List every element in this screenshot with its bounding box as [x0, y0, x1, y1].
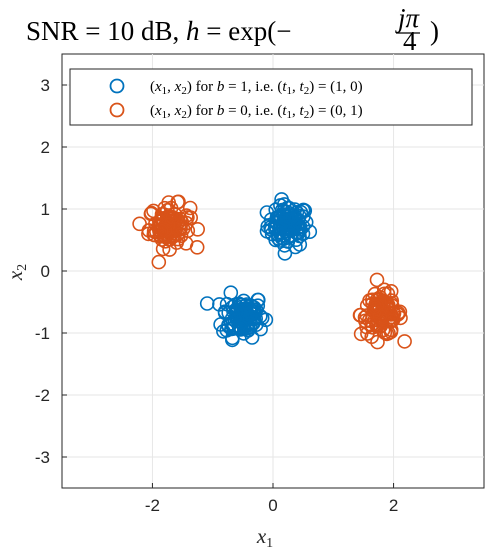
y-tick-label: -1: [35, 324, 50, 343]
chart-title: SNR = 10 dB, h = exp(− jπ 4 ): [26, 3, 439, 56]
title-fraction-numerator: jπ: [395, 3, 421, 33]
title-text-main: SNR = 10 dB, h = exp(−: [26, 16, 291, 46]
scatter-point-series-1-cluster-1: [397, 334, 412, 349]
scatter-point-series-0-cluster-0: [273, 198, 288, 213]
scatter-point-series-0-cluster-1: [225, 332, 240, 348]
data-points: [132, 192, 412, 350]
scatter-point-series-1-cluster-1: [352, 307, 368, 323]
x-tick-label: 0: [268, 496, 277, 515]
scatter-point-series-0-cluster-1: [233, 322, 248, 337]
scatter-point-series-1-cluster-0: [153, 223, 169, 239]
y-tick-label: 2: [41, 138, 50, 157]
scatter-point-series-1-cluster-1: [369, 272, 385, 288]
scatter-point-series-0-cluster-0: [279, 200, 295, 216]
scatter-point-series-1-cluster-1: [385, 305, 401, 320]
legend-entry-b1: (x1, x2) for b = 1, i.e. (t1, t2) = (1, …: [150, 79, 363, 97]
scatter-point-series-1-cluster-1: [383, 324, 399, 340]
y-tick-label: 1: [41, 200, 50, 219]
legend-marker-b0: [109, 102, 125, 118]
scatter-point-series-0-cluster-0: [276, 213, 291, 229]
scatter-point-series-0-cluster-0: [291, 225, 307, 241]
scatter-point-series-1-cluster-0: [144, 205, 159, 221]
scatter-point-series-0-cluster-1: [242, 311, 258, 327]
legend: (x1, x2) for b = 1, i.e. (t1, t2) = (1, …: [69, 68, 473, 126]
y-axis-label: x2: [3, 264, 30, 281]
y-tick-label: 0: [41, 262, 50, 281]
legend-entry-b0: (x1, x2) for b = 0, i.e. (t1, t2) = (0, …: [150, 103, 363, 121]
scatter-point-series-1-cluster-1: [375, 322, 391, 338]
x-tick-label: 2: [389, 496, 398, 515]
scatter-point-series-0-cluster-1: [250, 292, 266, 308]
scatter-point-series-0-cluster-0: [296, 209, 311, 224]
scatter-point-series-0-cluster-1: [244, 330, 260, 345]
scatter-point-series-0-cluster-1: [199, 296, 215, 311]
y-tick-label: 3: [41, 76, 50, 95]
scatter-point-series-0-cluster-1: [230, 303, 246, 318]
y-tick-label: -2: [35, 386, 50, 405]
scatter-point-series-0-cluster-0: [263, 220, 278, 235]
scatter-point-series-0-cluster-1: [253, 321, 268, 337]
scatter-point-series-0-cluster-1: [243, 306, 259, 322]
title-close-paren: ): [430, 16, 439, 46]
scatter-point-series-1-cluster-0: [162, 232, 178, 247]
title-fraction-denominator: 4: [403, 26, 417, 56]
scatter-point-series-1-cluster-0: [162, 242, 177, 257]
x-axis-label: x1: [256, 524, 273, 550]
axis-ticks: -2 0 2 -3 -2 -1 0 1 2 3: [35, 76, 398, 515]
scatter-point-series-1-cluster-1: [367, 299, 382, 315]
scatter-point-series-0-cluster-0: [276, 231, 291, 247]
scatter-point-series-1-cluster-0: [178, 236, 194, 251]
legend-marker-b1: [109, 78, 125, 94]
scatter-point-series-1-cluster-0: [182, 200, 198, 216]
legend-box: [69, 68, 473, 126]
y-tick-label: -3: [35, 448, 50, 467]
scatter-point-series-1-cluster-1: [384, 293, 400, 309]
scatter-point-series-1-cluster-0: [190, 222, 205, 237]
x-tick-label: -2: [145, 496, 160, 515]
scatter-point-series-1-cluster-0: [151, 254, 167, 270]
scatter-point-series-0-cluster-1: [228, 304, 244, 320]
scatter-point-series-1-cluster-0: [171, 194, 186, 210]
scatter-point-series-1-cluster-1: [383, 283, 399, 299]
scatter-point-series-1-cluster-0: [165, 210, 181, 225]
